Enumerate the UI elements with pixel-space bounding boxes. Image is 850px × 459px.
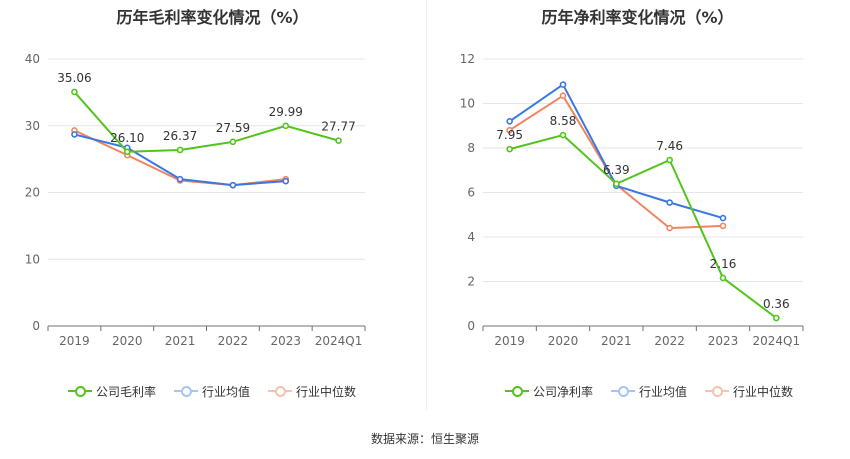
data-label: 0.36 [763,297,790,311]
data-point [559,92,567,100]
x-tick-label: 2019 [494,334,525,348]
y-tick-label: 0 [467,319,475,333]
data-point [719,214,727,222]
net-margin-chart: 0 2 4 6 8 10 12 2019 2020 2021 2022 2023 2024Q1 7.95 8… [460,52,804,348]
x-tick-label: 2019 [59,334,90,348]
data-label: 8.58 [550,114,577,128]
data-point [176,175,184,183]
data-point [123,148,131,156]
data-source-note: 数据来源：恒生聚源 [370,432,479,446]
data-point [229,181,237,189]
x-tick-label: 2020 [112,334,143,348]
net-margin-chart-title: 历年净利率变化情况（%） [541,8,734,27]
data-point [506,145,513,153]
data-label: 27.59 [216,121,250,135]
data-point [176,146,184,154]
legend-marker-average-icon [611,385,636,397]
y-tick-label: 10 [460,97,475,111]
legend-label: 行业均值 [202,384,251,399]
y-tick-label: 8 [467,141,475,155]
x-tick-label: 2021 [601,334,632,348]
legend-item-industry-median[interactable]: 行业中位数 [268,383,356,400]
legend-item-company-gross-margin[interactable]: 公司毛利率 [68,383,156,400]
legend-item-industry-median[interactable]: 行业中位数 [705,383,793,400]
series-line [73,91,339,153]
data-point [71,88,78,96]
data-point [666,224,673,232]
x-tick-label: 2020 [548,334,579,348]
legend-item-industry-average[interactable]: 行业均值 [174,383,250,400]
legend-marker-company-icon [68,385,92,397]
data-label: 26.37 [163,129,197,143]
net-margin-legend: 公司净利率 行业均值 行业中位数 [505,382,811,400]
data-label: 7.95 [496,128,523,142]
x-tick-label: 2022 [654,334,685,348]
legend-item-industry-average[interactable]: 行业均值 [611,383,687,400]
data-point [71,131,78,138]
y-tick-label: 4 [467,230,475,244]
y-tick-label: 30 [25,119,40,133]
legend-marker-median-icon [705,385,730,397]
data-point [666,156,673,164]
legend-marker-company-icon [505,385,529,397]
legend-label: 公司净利率 [533,384,594,399]
y-tick-label: 2 [467,275,475,289]
data-label: 29.99 [269,105,303,119]
gross-margin-chart-title: 历年毛利率变化情况（%） [116,8,309,27]
legend-label: 公司毛利率 [96,384,157,399]
data-point [613,180,620,188]
series-line [509,83,724,220]
data-point [282,177,290,185]
x-tick-label: 2023 [708,334,739,348]
y-tick-label: 0 [32,319,40,333]
x-tick-label: 2022 [218,334,249,348]
data-point [559,81,567,88]
x-tick-label: 2024Q1 [753,334,801,348]
data-label: 6.39 [603,163,630,177]
data-point [506,126,513,134]
y-tick-label: 12 [460,52,475,66]
legend-label: 行业中位数 [296,384,357,399]
y-tick-label: 6 [467,186,475,200]
data-label: 2.16 [710,257,737,271]
legend-label: 行业中位数 [733,384,794,399]
data-point [719,222,727,230]
data-label: 35.06 [57,71,91,85]
chart-divider [426,0,427,410]
legend-item-company-net-margin[interactable]: 公司净利率 [505,383,593,400]
data-label: 27.77 [321,120,355,134]
gross-margin-chart: 0 10 20 30 40 2019 2020 2021 2022 2023 2024Q1 35.06… [25,52,366,348]
data-point [666,199,673,206]
series-line [509,134,777,319]
y-tick-label: 10 [25,252,40,266]
legend-marker-average-icon [174,385,199,397]
legend-marker-median-icon [268,385,293,397]
x-tick-label: 2024Q1 [315,334,363,348]
data-label: 7.46 [656,139,683,153]
data-label: 26.10 [110,131,144,145]
data-point [282,122,290,130]
y-tick-label: 20 [25,186,40,200]
y-tick-label: 40 [25,52,40,66]
gross-margin-legend: 公司毛利率 行业均值 行业中位数 [68,382,374,400]
legend-label: 行业均值 [639,384,688,399]
data-point [773,314,780,322]
data-point [335,137,342,144]
data-point [506,118,513,125]
data-point [559,131,567,139]
data-point [719,274,727,282]
x-tick-label: 2023 [270,334,301,348]
x-tick-label: 2021 [165,334,196,348]
data-point [229,138,237,146]
